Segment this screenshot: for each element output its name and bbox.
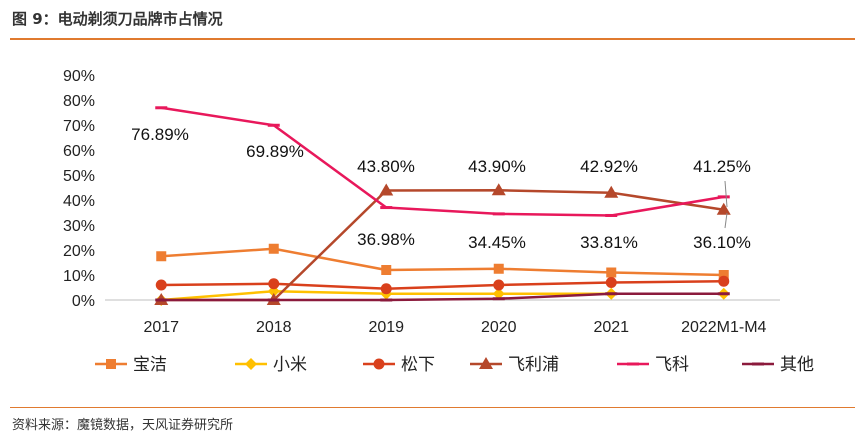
series-1 <box>155 285 730 306</box>
point-series-4-2020 <box>492 212 505 216</box>
legend-item-0: 宝洁 <box>95 355 167 375</box>
legend-label-4: 飞科 <box>655 355 689 375</box>
legend-label-5: 其他 <box>780 355 814 375</box>
point-series-2-2020 <box>493 279 505 291</box>
data-labels: 76.89% 69.89% 43.80% 43.90% 42.92% 41.25% 36.9… <box>131 125 751 252</box>
y-tick-label: 10% <box>63 268 95 285</box>
point-series-0-2017 <box>156 251 167 262</box>
point-series-0-2022m1-m4 <box>718 270 729 280</box>
point-series-4-2018 <box>267 123 280 127</box>
x-tick-label-2020: 2020 <box>481 319 517 336</box>
y-tick-label: 90% <box>63 68 95 85</box>
point-series-2-2017 <box>155 279 167 291</box>
series-line-2 <box>161 280 724 290</box>
legend-item-1: 小米 <box>235 355 307 375</box>
point-series-3-2021 <box>604 185 619 198</box>
bottom-rule <box>10 407 855 408</box>
point-series-4-2019 <box>380 206 393 210</box>
legend-swatch-marker-3 <box>479 357 493 369</box>
legend: 宝洁 小米 松下 飞利浦 飞科 其他 <box>95 355 814 375</box>
x-tick-label-2018: 2018 <box>256 319 292 336</box>
legend-label-3: 飞利浦 <box>508 355 559 375</box>
legend-label-0: 宝洁 <box>133 355 167 375</box>
point-series-0-2021 <box>606 267 617 278</box>
y-tick-label: 30% <box>63 218 95 235</box>
point-series-5-2020 <box>492 297 505 301</box>
legend-swatch-marker-1 <box>245 358 257 370</box>
source-note: 资料来源：魔镜数据，天风证券研究所 <box>12 418 234 433</box>
point-series-2-2019 <box>380 283 392 295</box>
axes: 0% 10% 20% 30% 40% 50% 60% 70% 80% 90% 2017 2018 201… <box>63 68 780 336</box>
series-line-5 <box>161 292 724 302</box>
y-tick-label: 40% <box>63 193 95 210</box>
y-tick-label: 70% <box>63 118 95 135</box>
x-tick-label-2021: 2021 <box>593 319 629 336</box>
point-series-2-2018 <box>268 278 280 290</box>
x-tick-label-2019: 2019 <box>368 319 404 336</box>
point-series-2-2021 <box>605 277 617 288</box>
data-label-5: 41.25% <box>693 157 751 176</box>
point-series-3-2022m1-m4 <box>716 202 731 215</box>
legend-item-5: 其他 <box>742 355 814 375</box>
figure-title: 图 9：电动剃须刀品牌市占情况 <box>12 10 223 28</box>
data-label-3: 43.90% <box>468 157 526 176</box>
data-label-6: 36.98% <box>357 230 415 249</box>
market-share-line-chart: 0% 10% 20% 30% 40% 50% 60% 70% 80% 90% 2017 2018 201… <box>63 68 814 375</box>
legend-label-1: 小米 <box>273 355 307 375</box>
point-series-4-2021 <box>605 213 618 217</box>
legend-label-2: 松下 <box>401 355 435 375</box>
legend-item-4: 飞科 <box>617 355 689 375</box>
legend-item-3: 飞利浦 <box>470 355 559 375</box>
point-series-0-2019 <box>381 265 392 275</box>
series-line-0 <box>161 247 724 277</box>
point-series-0-2020 <box>493 263 504 274</box>
series-4 <box>155 106 730 217</box>
legend-swatch-marker-0 <box>106 359 116 369</box>
point-series-2-2022m1-m4 <box>718 275 730 287</box>
data-label-2: 43.80% <box>357 157 415 176</box>
data-label-7: 34.45% <box>468 233 526 252</box>
data-label-9: 36.10% <box>693 233 751 252</box>
leader-line-bottom <box>724 212 728 229</box>
point-series-3-2020 <box>491 183 506 196</box>
point-series-0-2018 <box>268 243 279 254</box>
x-tick-label-2022m1-m4: 2022M1-M4 <box>681 319 766 336</box>
point-series-4-2017 <box>155 106 168 110</box>
y-tick-label: 0% <box>72 293 95 310</box>
data-label-0: 76.89% <box>131 125 189 144</box>
x-tick-label-2017: 2017 <box>143 319 179 336</box>
point-series-5-2021 <box>605 292 618 296</box>
point-series-5-2018 <box>267 298 280 302</box>
point-series-5-2022m1-m4 <box>717 292 730 296</box>
series-0 <box>156 243 729 280</box>
series-5 <box>155 292 730 302</box>
point-series-3-2019 <box>379 183 394 196</box>
point-series-5-2017 <box>155 298 168 302</box>
series-2 <box>155 275 730 295</box>
point-series-4-2022m1-m4 <box>717 195 730 199</box>
legend-item-2: 松下 <box>363 355 435 375</box>
legend-swatch-marker-5 <box>752 362 764 366</box>
leader-line-top <box>724 180 728 208</box>
data-label-4: 42.92% <box>580 157 638 176</box>
point-series-1-2020 <box>492 287 505 300</box>
y-tick-label: 80% <box>63 93 95 110</box>
data-label-8: 33.81% <box>580 233 638 252</box>
series-line-4 <box>161 106 724 217</box>
y-tick-label: 20% <box>63 243 95 260</box>
data-label-1: 69.89% <box>246 142 304 161</box>
series-lines <box>154 106 731 306</box>
y-tick-label: 60% <box>63 143 95 160</box>
top-rule <box>10 38 855 40</box>
legend-swatch-marker-4 <box>627 362 639 366</box>
legend-swatch-marker-2 <box>373 358 385 370</box>
point-series-5-2019 <box>380 298 393 302</box>
y-tick-label: 50% <box>63 168 95 185</box>
